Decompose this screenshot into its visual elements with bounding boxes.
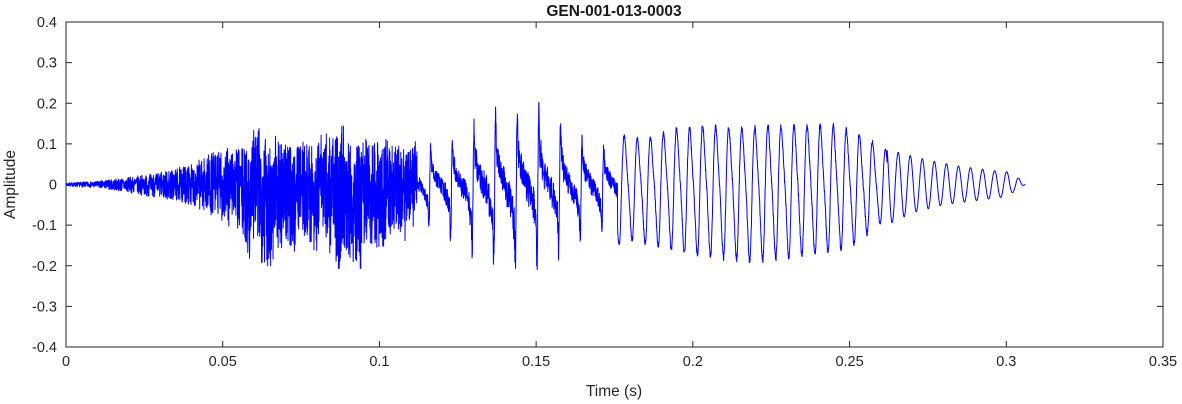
x-tick-label: 0.35: [1149, 354, 1177, 370]
waveform-line: [65, 102, 1026, 271]
y-tick-label: 0.4: [37, 15, 57, 31]
y-tick-label: 0.1: [37, 137, 57, 153]
x-tick-label: 0: [62, 354, 70, 370]
x-tick-label: 0.1: [369, 354, 389, 370]
x-axis-label: Time (s): [586, 383, 642, 400]
y-tick-label: -0.3: [32, 299, 57, 315]
y-tick-label: -0.2: [32, 259, 57, 275]
y-tick-label: 0.2: [37, 96, 57, 112]
x-tick-label: 0.2: [683, 354, 703, 370]
axis-ticks: 0 0.05 0.1 0.15 0.2 0.25 0.3 0.35 -0.4 -0.3 -0.2 -0…: [32, 15, 1177, 370]
x-tick-label: 0.15: [522, 354, 550, 370]
y-tick-label: 0.3: [37, 56, 57, 72]
x-tick-label: 0.3: [996, 354, 1016, 370]
x-tick-label: 0.25: [835, 354, 863, 370]
x-tick-label: 0.05: [209, 354, 237, 370]
y-axis-label: Amplitude: [2, 150, 19, 219]
chart-title: GEN-001-013-0003: [546, 3, 682, 20]
y-tick-label: 0: [49, 178, 57, 194]
y-tick-label: -0.4: [32, 340, 57, 356]
y-tick-label: -0.1: [32, 218, 57, 234]
